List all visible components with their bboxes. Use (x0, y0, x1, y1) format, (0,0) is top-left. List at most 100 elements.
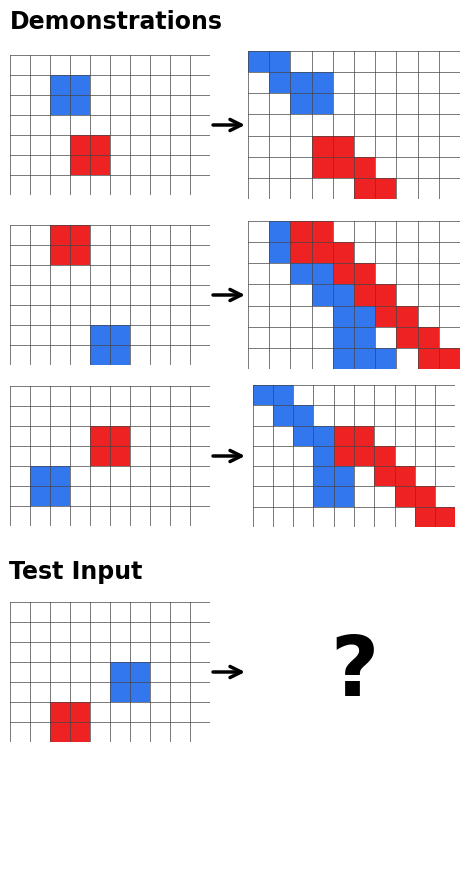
Bar (269, 72, 290, 93)
Bar (311, 242, 333, 263)
Bar (293, 426, 313, 446)
Bar (354, 284, 375, 306)
Bar (110, 345, 130, 365)
Bar (269, 50, 290, 72)
Bar (90, 345, 110, 365)
Bar (273, 385, 293, 405)
Bar (333, 156, 354, 178)
Bar (90, 135, 110, 155)
Bar (435, 507, 455, 527)
Bar (375, 284, 396, 306)
Bar (334, 426, 354, 446)
Bar (269, 242, 290, 263)
Bar (311, 93, 333, 115)
Bar (110, 662, 130, 682)
Bar (70, 722, 90, 742)
Bar (396, 306, 417, 327)
Text: Test Input: Test Input (9, 560, 143, 584)
Bar (70, 75, 90, 95)
Bar (415, 507, 435, 527)
Bar (375, 348, 396, 369)
Bar (30, 486, 50, 506)
Bar (130, 682, 150, 702)
Bar (354, 306, 375, 327)
Bar (70, 155, 90, 175)
Bar (290, 221, 311, 242)
Bar (311, 136, 333, 156)
Bar (110, 682, 130, 702)
Bar (110, 446, 130, 466)
Bar (334, 466, 354, 487)
Bar (374, 446, 394, 466)
Bar (333, 306, 354, 327)
Bar (375, 306, 396, 327)
Bar (333, 348, 354, 369)
Bar (333, 136, 354, 156)
Bar (311, 156, 333, 178)
Bar (50, 486, 70, 506)
Bar (90, 426, 110, 446)
Bar (50, 225, 70, 245)
Bar (110, 325, 130, 345)
Bar (293, 405, 313, 426)
Bar (394, 466, 415, 487)
Bar (110, 426, 130, 446)
Bar (333, 242, 354, 263)
Text: Demonstrations: Demonstrations (9, 10, 222, 34)
Text: ?: ? (330, 632, 378, 713)
Bar (290, 242, 311, 263)
Bar (333, 263, 354, 284)
Bar (334, 487, 354, 507)
Bar (50, 722, 70, 742)
Bar (374, 466, 394, 487)
Bar (90, 446, 110, 466)
Bar (70, 95, 90, 115)
Bar (415, 487, 435, 507)
Bar (90, 325, 110, 345)
Bar (50, 245, 70, 265)
Bar (313, 446, 334, 466)
Bar (50, 466, 70, 486)
Bar (313, 426, 334, 446)
Bar (417, 327, 439, 348)
Bar (253, 385, 273, 405)
Bar (354, 156, 375, 178)
Bar (290, 263, 311, 284)
Bar (290, 93, 311, 115)
Bar (311, 72, 333, 93)
Bar (375, 178, 396, 199)
Bar (354, 178, 375, 199)
Bar (273, 405, 293, 426)
Bar (354, 426, 374, 446)
Bar (311, 284, 333, 306)
Bar (354, 348, 375, 369)
Bar (439, 348, 460, 369)
Bar (311, 263, 333, 284)
Bar (396, 327, 417, 348)
Bar (130, 662, 150, 682)
Bar (70, 225, 90, 245)
Bar (333, 327, 354, 348)
Bar (334, 446, 354, 466)
Bar (354, 263, 375, 284)
Bar (50, 95, 70, 115)
Bar (333, 284, 354, 306)
Bar (70, 702, 90, 722)
Bar (311, 221, 333, 242)
Bar (354, 446, 374, 466)
Bar (50, 75, 70, 95)
Bar (70, 135, 90, 155)
Bar (290, 242, 311, 263)
Bar (313, 487, 334, 507)
Bar (269, 221, 290, 242)
Bar (90, 155, 110, 175)
Bar (313, 466, 334, 487)
Bar (394, 487, 415, 507)
Bar (50, 702, 70, 722)
Bar (70, 245, 90, 265)
Bar (248, 50, 269, 72)
Bar (354, 327, 375, 348)
Bar (290, 72, 311, 93)
Bar (30, 466, 50, 486)
Bar (417, 348, 439, 369)
